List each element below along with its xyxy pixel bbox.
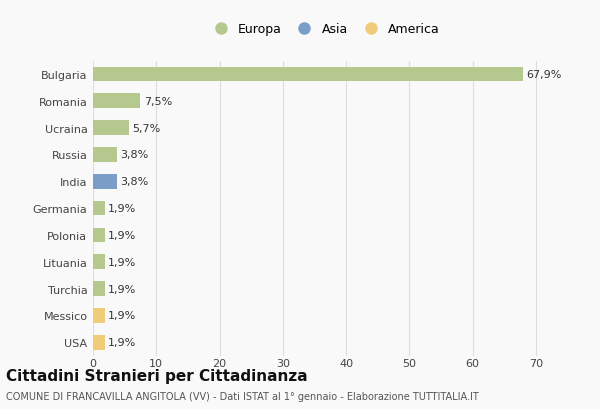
Bar [93, 308, 105, 323]
Text: 5,7%: 5,7% [132, 123, 160, 133]
Bar [93, 121, 129, 136]
Bar [93, 228, 105, 243]
Bar [93, 148, 117, 162]
Bar [93, 175, 117, 189]
Text: 1,9%: 1,9% [108, 204, 136, 213]
Text: 3,8%: 3,8% [120, 150, 148, 160]
Text: 1,9%: 1,9% [108, 257, 136, 267]
Bar [93, 67, 523, 82]
Text: 3,8%: 3,8% [120, 177, 148, 187]
Text: 7,5%: 7,5% [143, 97, 172, 106]
Text: 1,9%: 1,9% [108, 337, 136, 347]
Bar [93, 281, 105, 296]
Bar [93, 94, 140, 109]
Text: COMUNE DI FRANCAVILLA ANGITOLA (VV) - Dati ISTAT al 1° gennaio - Elaborazione TU: COMUNE DI FRANCAVILLA ANGITOLA (VV) - Da… [6, 391, 479, 400]
Text: 1,9%: 1,9% [108, 230, 136, 240]
Bar [93, 335, 105, 350]
Text: Cittadini Stranieri per Cittadinanza: Cittadini Stranieri per Cittadinanza [6, 368, 308, 383]
Text: 1,9%: 1,9% [108, 311, 136, 321]
Bar [93, 201, 105, 216]
Text: 67,9%: 67,9% [526, 70, 561, 80]
Legend: Europa, Asia, America: Europa, Asia, America [206, 20, 442, 38]
Text: 1,9%: 1,9% [108, 284, 136, 294]
Bar [93, 255, 105, 270]
